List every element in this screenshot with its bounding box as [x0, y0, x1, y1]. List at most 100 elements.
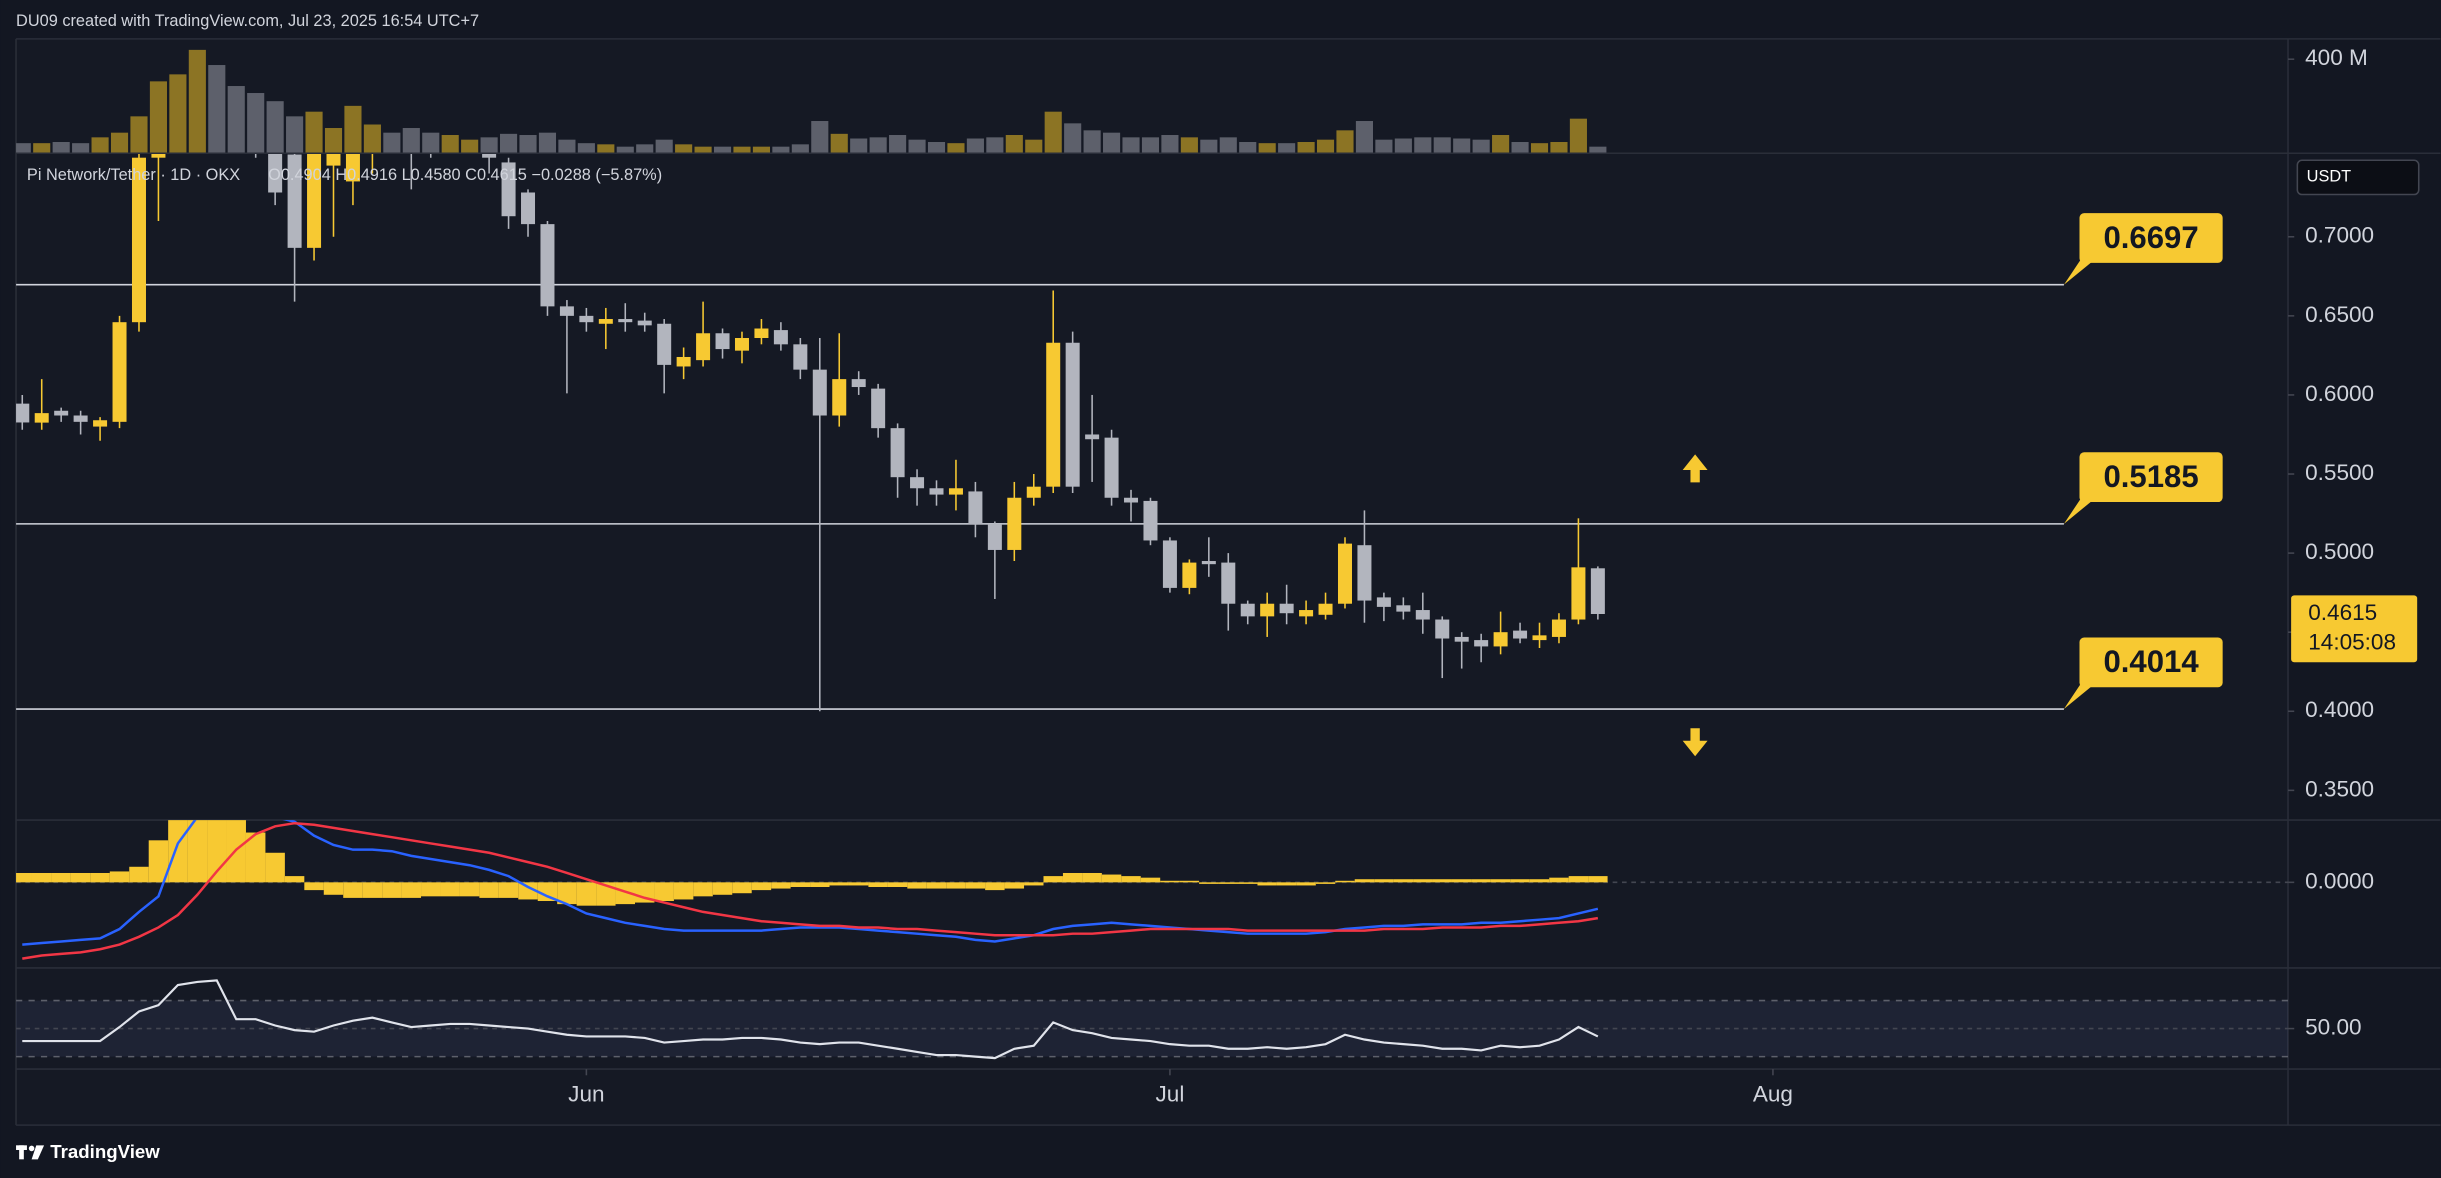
candle-body	[1376, 597, 1391, 607]
candle-body	[34, 413, 49, 423]
volume-bar	[1355, 121, 1374, 153]
volume-bar	[402, 128, 420, 153]
volume-bar	[889, 135, 907, 153]
candle-body	[1454, 636, 1469, 642]
volume-bar	[947, 143, 965, 153]
volume-bar	[1083, 130, 1101, 153]
volume-bar	[16, 143, 31, 153]
candle-body	[579, 315, 594, 323]
candle-body	[326, 154, 341, 166]
volume-bar	[1375, 139, 1393, 153]
candle-body	[715, 333, 730, 350]
macd-pane	[16, 820, 2289, 960]
macd-histogram-bar	[810, 882, 830, 888]
volume-bar	[713, 146, 732, 153]
candle-body	[1182, 562, 1197, 588]
candle-body	[1435, 619, 1450, 639]
volume-bar	[1316, 139, 1335, 153]
volume-bar	[636, 144, 654, 153]
candle-body	[1201, 561, 1216, 565]
volume-bar	[1589, 146, 1607, 153]
macd-histogram-bar	[51, 872, 71, 883]
volume-bar	[1141, 137, 1160, 153]
volume-bar	[1180, 137, 1198, 153]
volume-bar	[1453, 138, 1471, 153]
y-tick-label: 0.5500	[2305, 460, 2374, 485]
macd-histogram-bar	[712, 882, 733, 895]
currency-box[interactable]	[2296, 159, 2420, 196]
macd-histogram-bar	[479, 882, 499, 898]
x-tick-label: Jun	[568, 1081, 604, 1106]
volume-bar	[1258, 143, 1276, 153]
candle-body	[131, 157, 146, 323]
macd-histogram-bar	[1510, 879, 1530, 883]
volume-bar	[1219, 137, 1237, 153]
candle-body	[1085, 434, 1100, 440]
macd-histogram-bar	[1101, 874, 1122, 883]
volume-bar	[538, 132, 557, 153]
candle-body	[1279, 603, 1294, 614]
candle-body	[1493, 632, 1508, 647]
volume-bar	[441, 135, 459, 153]
volume-bar	[519, 135, 537, 153]
candle-body	[676, 356, 691, 367]
y-tick-label: 400 M	[2305, 45, 2368, 70]
candle-body	[618, 319, 633, 323]
volume-bar	[655, 139, 673, 153]
currency[interactable]: USDT	[2307, 168, 2351, 186]
macd-histogram-bar	[965, 882, 986, 889]
level-label: 0.5185	[2103, 459, 2198, 494]
macd-histogram-bar	[168, 820, 188, 883]
footer-logo	[16, 1145, 45, 1160]
macd-histogram-bar	[1471, 879, 1491, 883]
macd-histogram-bar	[304, 882, 324, 891]
volume-bar	[869, 137, 887, 153]
macd-histogram-bar	[1549, 877, 1569, 883]
candle-body	[1026, 486, 1041, 498]
price-tag-countdown: 14:05:08	[2308, 630, 2396, 655]
volume-bar	[363, 124, 381, 153]
macd-histogram-bar	[1354, 879, 1375, 883]
volume-bar	[305, 111, 323, 153]
volume-bar	[208, 65, 226, 153]
macd-histogram-bar	[421, 882, 441, 897]
macd-histogram-bar	[1140, 877, 1161, 883]
macd-histogram-bar	[1296, 882, 1316, 886]
candle-body	[1513, 630, 1528, 639]
volume-bar	[1005, 135, 1023, 153]
volume-bar	[149, 81, 167, 153]
candle-body	[1104, 437, 1119, 498]
candle-body	[307, 154, 322, 248]
volume-bar	[733, 146, 751, 153]
candle-body	[987, 524, 1002, 550]
candle-body	[16, 403, 30, 423]
level-box	[2079, 213, 2223, 263]
macd-histogram-bar	[1179, 880, 1200, 883]
macd-histogram-bar	[362, 882, 383, 898]
y-tick-label: 0.6000	[2305, 381, 2374, 406]
volume-bar	[1336, 130, 1354, 153]
candle-body	[1007, 497, 1022, 550]
volume-bar	[694, 146, 712, 153]
macd-histogram-bar	[1315, 882, 1336, 884]
plot-area	[16, 38, 2289, 1126]
macd-histogram-bar	[401, 882, 422, 898]
volume-bar	[1297, 142, 1315, 153]
volume-bar	[286, 116, 304, 153]
y-tick-label: 50.00	[2305, 1015, 2361, 1040]
candle-body	[287, 154, 302, 248]
volume-bar	[811, 121, 829, 153]
macd-histogram-bar	[440, 882, 460, 897]
macd-histogram-bar	[790, 882, 811, 888]
macd-histogram-bar	[946, 882, 966, 889]
candle-body	[773, 330, 788, 345]
macd-histogram-bar	[1490, 879, 1511, 883]
candle-body	[637, 320, 652, 326]
macd-histogram-bar	[1568, 876, 1589, 883]
candle-body	[54, 410, 69, 416]
volume-bar	[227, 86, 245, 153]
volume-bar	[383, 132, 401, 153]
y-tick-label: 0.7000	[2305, 223, 2374, 248]
macd-histogram-bar	[109, 871, 130, 883]
